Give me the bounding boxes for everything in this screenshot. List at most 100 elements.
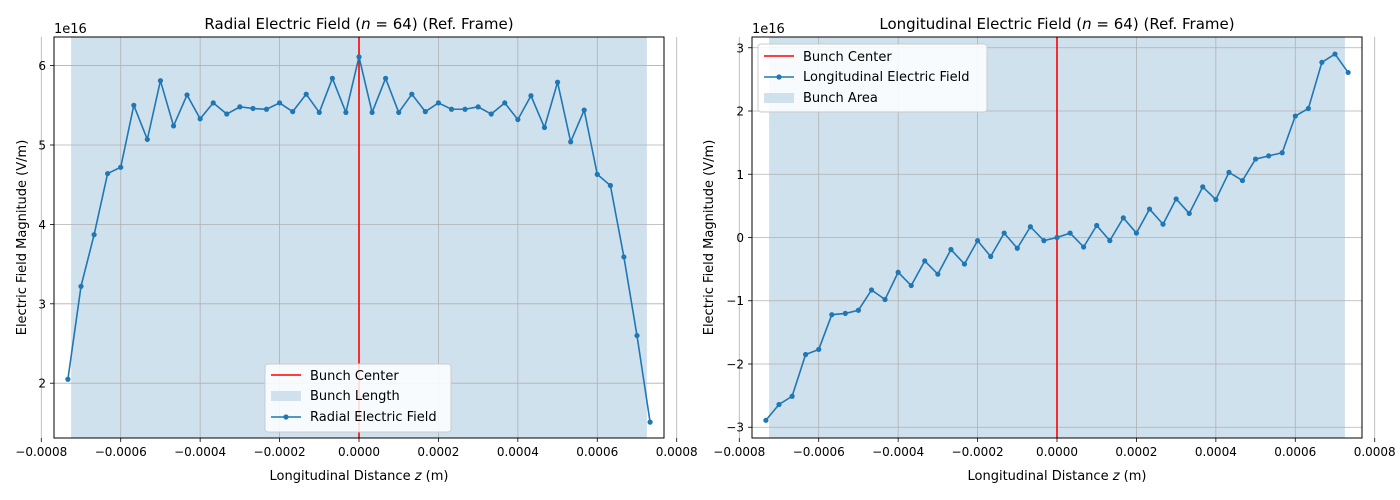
longitudinal-y-axis-label: Electric Field Magnitude (V/m) xyxy=(702,140,717,336)
longitudinal-data-point xyxy=(1054,234,1060,241)
radial-field-chart: −0.0008 −0.0006 −0.0004 −0.0002 0.0000 0.0002… xyxy=(15,15,698,484)
radial-data-point xyxy=(303,91,309,97)
longitudinal-chart-title: Longitudinal Electric Field (n = 64) (Re… xyxy=(879,15,1234,33)
x-tick-label: 0.0000 xyxy=(338,445,380,459)
longitudinal-data-point xyxy=(842,310,848,316)
longitudinal-data-point xyxy=(1266,153,1272,159)
longitudinal-data-point xyxy=(882,296,888,303)
radial-data-point xyxy=(144,136,150,143)
x-tick-label: −0.0002 xyxy=(254,445,306,459)
radial-data-point xyxy=(224,111,230,117)
longitudinal-data-point xyxy=(1345,69,1351,76)
radial-data-point xyxy=(594,171,600,177)
legend-longitudinal-field-label: Longitudinal Electric Field xyxy=(803,70,970,85)
radial-data-point xyxy=(422,109,428,115)
legend-bunch-center-label: Bunch Center xyxy=(310,369,399,384)
radial-data-point xyxy=(502,100,508,106)
longitudinal-y-ticks: −3 −2 −1 0 1 2 3 xyxy=(726,41,752,435)
radial-series-points xyxy=(65,54,653,425)
longitudinal-field-chart: −0.0008 −0.0006 −0.0004 −0.0002 0.0000 0.0002… xyxy=(702,15,1396,484)
longitudinal-data-point xyxy=(1146,206,1153,212)
y-tick-label: −2 xyxy=(726,357,744,371)
radial-data-point xyxy=(541,124,548,131)
radial-data-point xyxy=(250,105,256,112)
radial-data-point xyxy=(170,123,177,129)
x-tick-label: −0.0006 xyxy=(793,445,845,459)
longitudinal-data-point xyxy=(1332,51,1338,57)
longitudinal-data-point xyxy=(1014,245,1020,251)
y-tick-label: 6 xyxy=(38,59,46,73)
radial-data-point xyxy=(184,92,190,98)
longitudinal-data-point xyxy=(1173,196,1179,202)
longitudinal-data-point xyxy=(855,307,862,313)
radial-data-point xyxy=(554,79,561,85)
legend-bunch-length-swatch xyxy=(271,391,301,401)
y-tick-label: −3 xyxy=(726,421,744,435)
radial-data-point xyxy=(329,75,335,81)
radial-y-axis-label: Electric Field Magnitude (V/m) xyxy=(15,140,30,336)
legend-bunch-area-label: Bunch Area xyxy=(803,91,878,106)
longitudinal-data-point xyxy=(961,261,968,267)
x-tick-label: 0.0002 xyxy=(417,445,459,459)
radial-data-point xyxy=(210,100,216,106)
longitudinal-data-point xyxy=(922,258,928,264)
longitudinal-data-point xyxy=(803,351,809,358)
radial-data-point xyxy=(383,75,389,81)
y-tick-label: 3 xyxy=(38,297,46,311)
y-tick-label: 3 xyxy=(736,41,744,55)
radial-data-point xyxy=(263,106,270,112)
x-tick-label: −0.0004 xyxy=(174,445,226,459)
radial-legend: Bunch Center Bunch Length Radial Electri… xyxy=(264,363,452,433)
radial-y-ticks: 2 3 4 5 6 xyxy=(38,59,54,391)
radial-data-point xyxy=(634,332,640,339)
radial-data-point xyxy=(91,232,97,238)
longitudinal-data-point xyxy=(974,238,981,244)
x-tick-label: −0.0008 xyxy=(713,445,765,459)
x-tick-label: 0.0006 xyxy=(576,445,618,459)
radial-data-point xyxy=(276,100,283,106)
radial-chart-title: Radial Electric Field (n = 64) (Ref. Fra… xyxy=(204,15,513,33)
y-tick-label: 5 xyxy=(38,138,46,152)
longitudinal-data-point xyxy=(816,346,822,353)
radial-data-point xyxy=(462,106,468,112)
longitudinal-data-point xyxy=(868,287,875,293)
longitudinal-data-point xyxy=(1027,224,1033,230)
x-tick-label: −0.0002 xyxy=(952,445,1004,459)
radial-data-point xyxy=(515,116,521,123)
longitudinal-data-point xyxy=(908,282,914,289)
longitudinal-series-points xyxy=(763,51,1351,423)
x-tick-label: −0.0004 xyxy=(872,445,924,459)
longitudinal-data-point xyxy=(935,271,941,277)
longitudinal-data-point xyxy=(1200,184,1206,190)
radial-data-point xyxy=(607,182,613,189)
radial-data-point xyxy=(157,78,164,84)
x-tick-label: 0.0008 xyxy=(656,445,698,459)
radial-data-point xyxy=(488,111,494,117)
x-tick-label: 0.0004 xyxy=(497,445,539,459)
legend-bunch-area-swatch xyxy=(764,93,794,103)
longitudinal-data-point xyxy=(1120,215,1126,221)
longitudinal-data-point xyxy=(1213,196,1219,203)
longitudinal-data-point xyxy=(829,312,835,318)
x-tick-label: 0.0004 xyxy=(1195,445,1237,459)
x-tick-label: 0.0008 xyxy=(1354,445,1396,459)
radial-data-point xyxy=(356,54,362,60)
radial-x-ticks: −0.0008 −0.0006 −0.0004 −0.0002 0.0000 0.0002… xyxy=(15,438,698,459)
radial-data-point xyxy=(65,376,71,382)
radial-data-point xyxy=(621,254,627,260)
radial-data-point xyxy=(290,109,296,115)
legend-radial-field-label: Radial Electric Field xyxy=(310,410,437,425)
longitudinal-data-point xyxy=(1226,169,1232,175)
y-tick-label: −1 xyxy=(726,294,744,308)
longitudinal-x-axis-label: Longitudinal Distance z (m) xyxy=(968,469,1147,484)
radial-data-point xyxy=(396,109,402,116)
legend-longitudinal-field-marker xyxy=(776,74,782,80)
x-tick-label: −0.0006 xyxy=(95,445,147,459)
radial-data-point xyxy=(316,109,322,116)
radial-data-point xyxy=(647,419,653,425)
radial-data-point xyxy=(197,116,203,122)
longitudinal-data-point xyxy=(1160,221,1166,227)
longitudinal-data-point xyxy=(1186,210,1192,217)
longitudinal-data-point xyxy=(988,253,994,260)
